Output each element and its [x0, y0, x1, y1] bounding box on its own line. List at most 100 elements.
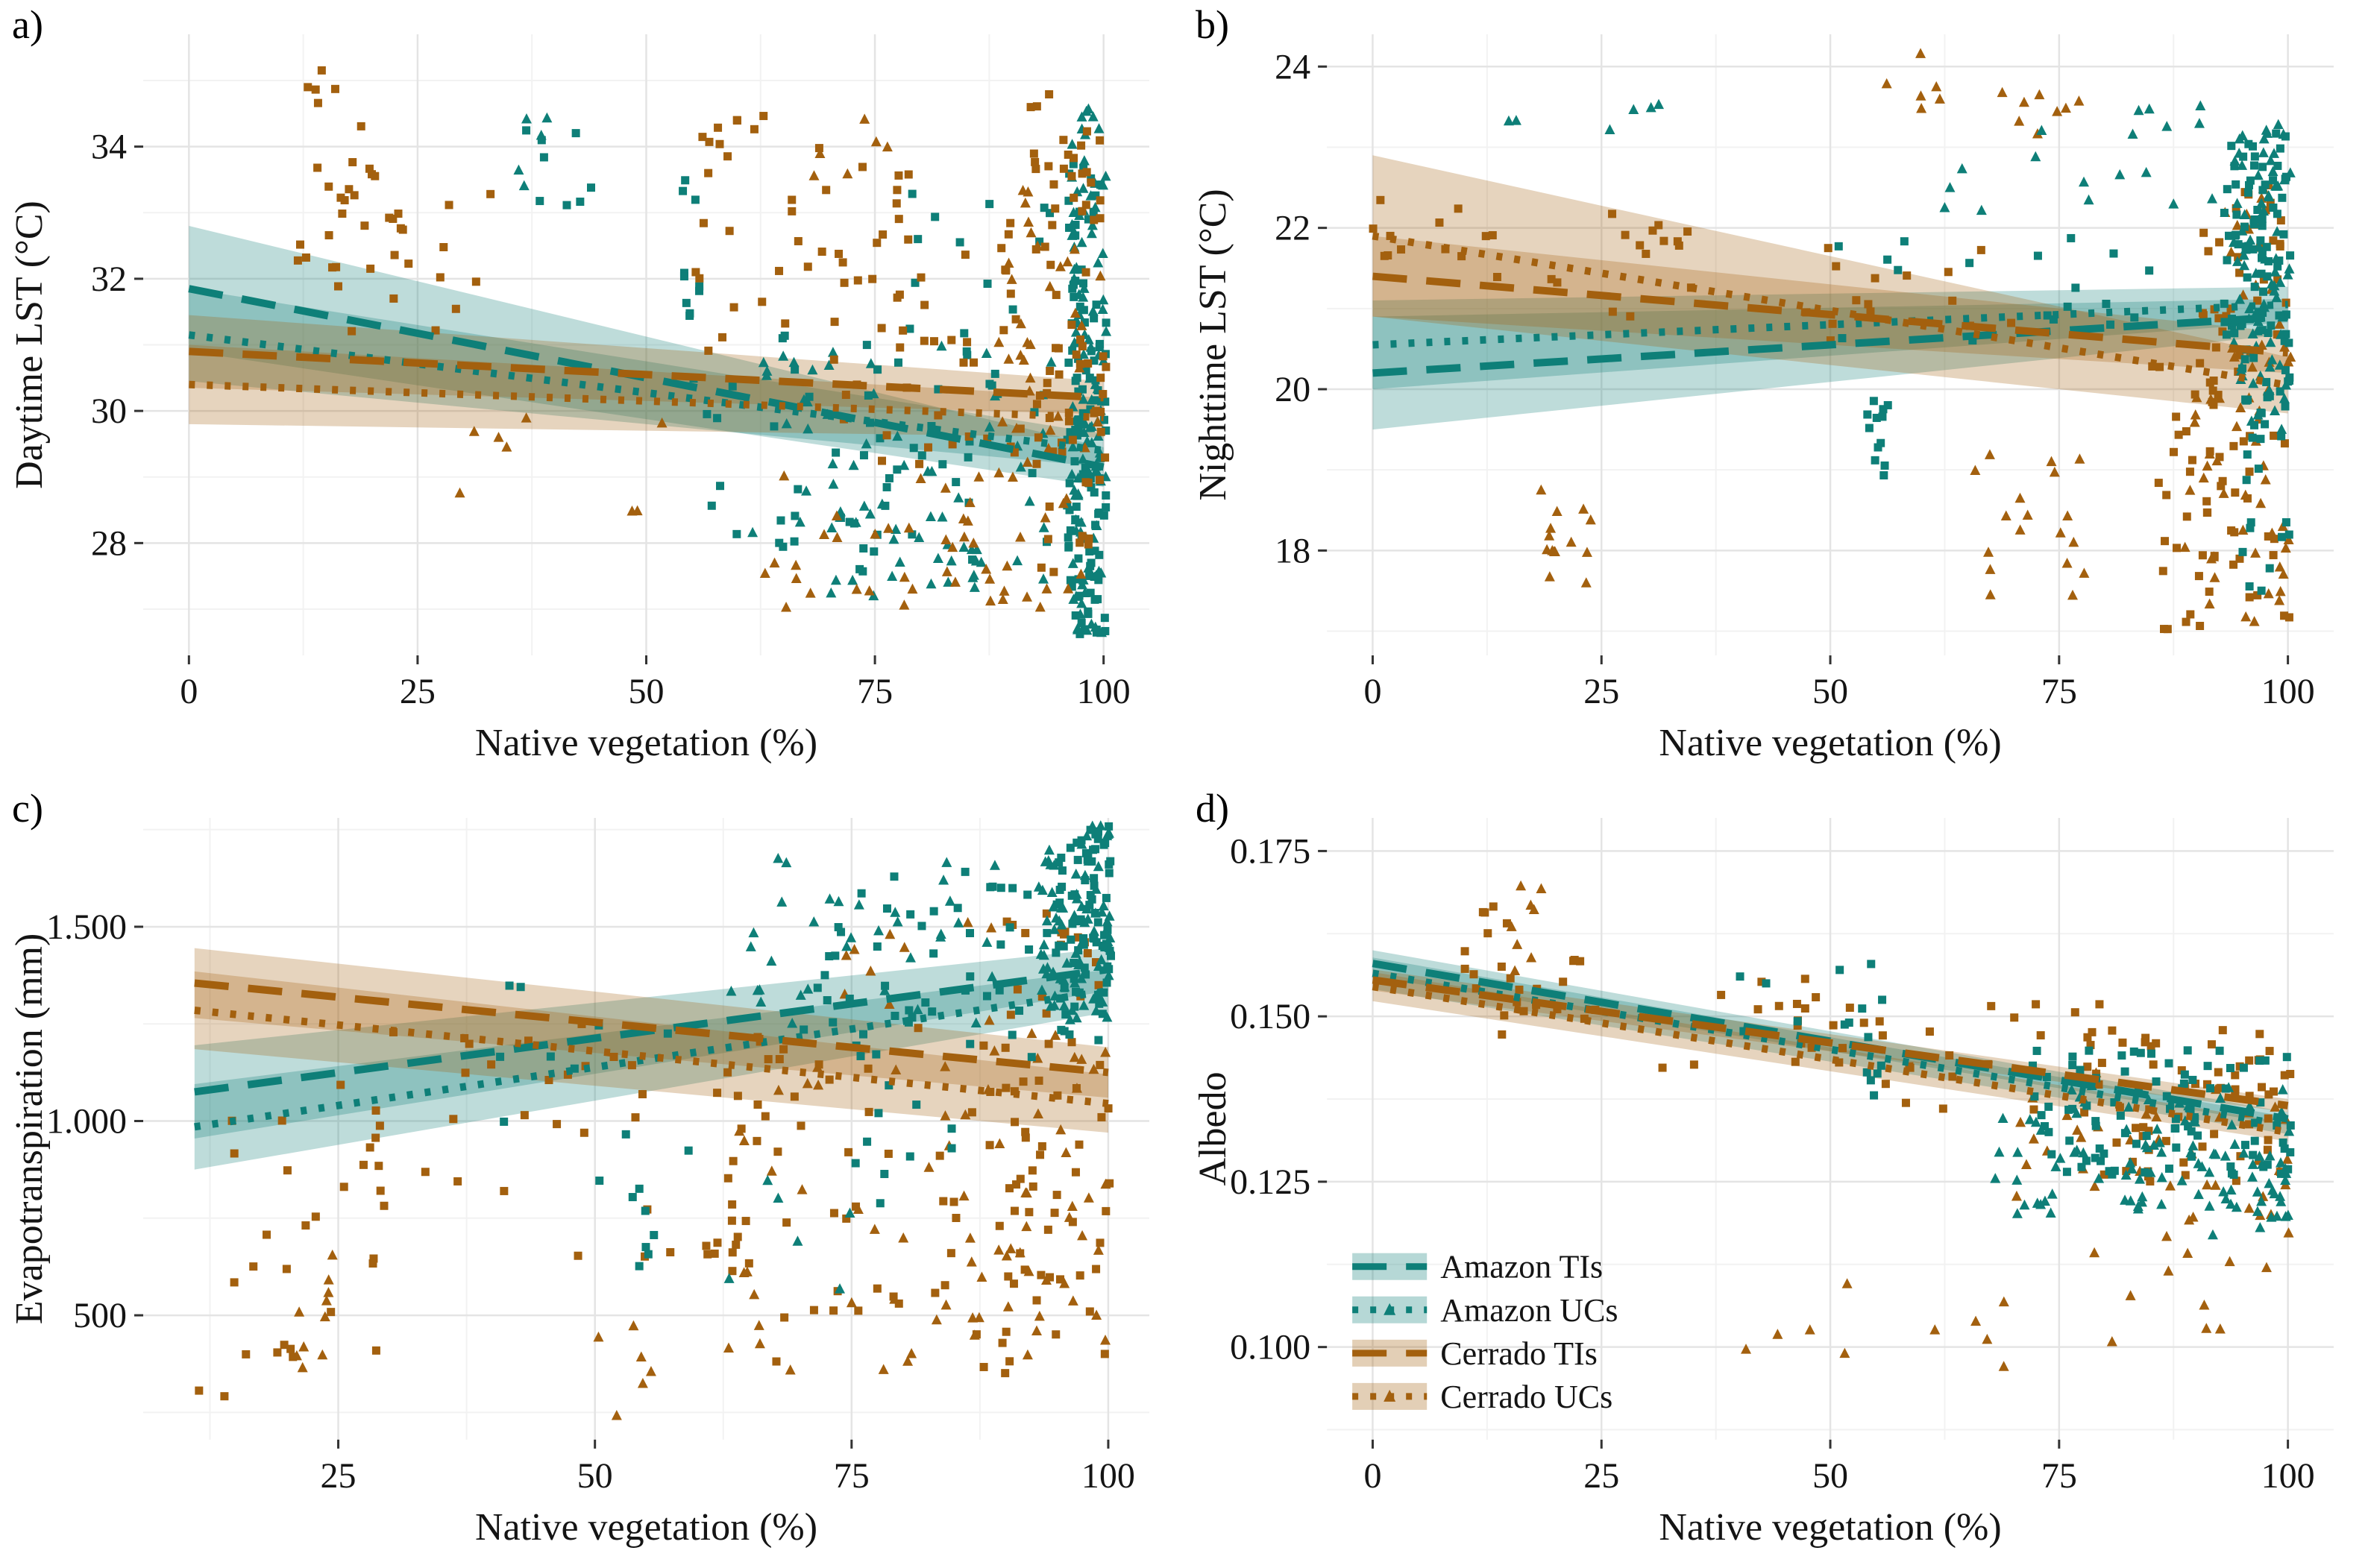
cluster-amazon_tis	[1863, 397, 1892, 480]
cluster-cerrado_ucs	[2106, 1265, 2226, 1347]
x-tick-label: 25	[321, 1456, 357, 1496]
x-axis-title: Native vegetation (%)	[475, 722, 817, 764]
cluster-amazon_ucs	[1503, 115, 1521, 126]
cluster-cerrado_ucs	[1970, 449, 2090, 600]
cluster-cerrado_ucs	[1881, 48, 1945, 113]
cluster-cerrado_tis	[195, 1386, 229, 1401]
trend-cerrado_tis	[1372, 272, 2289, 357]
cluster-cerrado_ucs	[759, 467, 1013, 612]
cluster-amazon_tis	[679, 176, 704, 320]
panel-b-chart: 18 20 22 24 0 25 50 75 100 Native vegetation (%) N…	[1192, 34, 2334, 764]
cluster-amazon_ucs	[1939, 100, 2218, 215]
panel-b: b) 18 20 22 24 0 25 50 75 100 Native vegetation (…	[1184, 0, 2368, 784]
trend-lines	[1372, 960, 2289, 1136]
cluster-cerrado_tis	[1658, 975, 1868, 1072]
panel-a-chart: 28 30 32 34 0 25 50 75 100 Native vegetation (%) D…	[8, 34, 1149, 764]
cluster-cerrado_tis	[691, 112, 913, 355]
y-tick-label: 18	[1275, 531, 1310, 570]
ribbon-cerrado_tis	[194, 948, 1108, 1098]
trend-cerrado_tis	[1372, 976, 2289, 1109]
ribbon-cerrado_tis	[1372, 236, 2288, 374]
panel-c-chart: 500 1.000 1.500 25 50 75 100 Native vegetation …	[8, 818, 1149, 1549]
cluster-amazon_tis	[1736, 960, 1887, 1036]
cluster-amazon_ucs	[1604, 98, 1665, 135]
scatter-points	[293, 66, 1112, 638]
panel-a: a) 28 30 32 34 0 25 50 75 100 Native vegetation (…	[0, 0, 1184, 784]
panel-d-letter: d)	[1196, 786, 1229, 831]
trend-amazon_ucs	[1372, 969, 2289, 1130]
legend-marker-cerrado_ucs	[1384, 1389, 1396, 1402]
x-tick-label: 75	[834, 1456, 870, 1496]
cluster-amazon_tis	[1834, 233, 2154, 345]
cluster-amazon_ucs	[723, 1174, 855, 1294]
x-tick-label: 100	[1077, 672, 1131, 711]
gridlines	[143, 818, 1149, 1440]
cluster-cerrado_ucs	[993, 185, 1106, 612]
trend-amazon_tis	[1372, 312, 2288, 377]
cluster-amazon_ucs	[513, 112, 553, 191]
legend-label-cerrado_tis: Cerrado TIs	[1440, 1335, 1598, 1372]
y-tick-label: 22	[1275, 209, 1310, 248]
cluster-cerrado_ucs	[808, 113, 893, 180]
x-axis-title: Native vegetation (%)	[1659, 1506, 2001, 1549]
x-tick-label: 25	[400, 672, 436, 711]
x-tick-label: 50	[1812, 1456, 1848, 1496]
cluster-cerrado_ucs	[958, 1027, 1111, 1360]
cluster-amazon_ucs	[2229, 119, 2296, 434]
y-tick-label: 28	[91, 523, 127, 563]
cluster-amazon_tis	[800, 867, 1061, 1062]
trend-amazon_tis	[188, 285, 1105, 471]
cluster-cerrado_ucs	[2179, 385, 2294, 626]
y-tick-label: 20	[1275, 370, 1310, 409]
y-tick-label: 0.125	[1230, 1162, 1310, 1202]
x-tick-label: 75	[2041, 672, 2077, 711]
y-tick-label: 0.100	[1230, 1328, 1310, 1367]
legend-label-amazon_tis: Amazon TIs	[1440, 1249, 1603, 1285]
legend-label-cerrado_ucs: Cerrado UCs	[1440, 1379, 1612, 1415]
cluster-amazon_ucs	[726, 852, 1000, 1028]
cluster-cerrado_ucs	[1929, 1296, 2009, 1371]
y-tick-label: 34	[91, 127, 127, 167]
cluster-amazon_tis	[2238, 402, 2293, 595]
scatter-points	[1460, 880, 2295, 1371]
x-tick-label: 50	[577, 1456, 613, 1496]
x-tick-label: 75	[2041, 1456, 2077, 1496]
x-tick-label: 0	[1363, 672, 1381, 711]
cluster-cerrado_tis	[227, 1116, 389, 1361]
x-tick-label: 0	[180, 672, 198, 711]
x-tick-label: 25	[1583, 1456, 1619, 1496]
x-axis-title: Native vegetation (%)	[475, 1506, 817, 1549]
trend-lines	[194, 966, 1109, 1131]
y-axis-title: Evapotranspiration (mm)	[8, 933, 51, 1325]
cluster-cerrado_ucs	[454, 412, 668, 516]
legend-marker-amazon_ucs	[1384, 1303, 1396, 1315]
cluster-amazon_tis	[908, 189, 1055, 338]
y-tick-label: 500	[73, 1296, 127, 1335]
cluster-cerrado_tis	[293, 66, 407, 273]
y-tick-label: 1.500	[46, 907, 127, 947]
ribbon-amazon_tis	[1372, 298, 2288, 430]
cluster-amazon_ucs	[1033, 820, 1116, 1024]
y-tick-label: 0.150	[1230, 997, 1310, 1036]
panel-a-letter: a)	[12, 2, 43, 47]
x-tick-label: 100	[2261, 1456, 2315, 1496]
cluster-amazon_tis	[1862, 1033, 1885, 1100]
cluster-cerrado_tis	[1478, 902, 1511, 938]
cluster-cerrado_tis	[1026, 89, 1111, 576]
trend-cerrado_tis	[194, 979, 1109, 1077]
axes: 0.100 0.125 0.150 0.175 0 25 50 75 100 Native veg…	[1192, 831, 2315, 1549]
legend: Amazon TIs Amazon UCs Cerrado TIs Cerrado U…	[1352, 1249, 1618, 1415]
x-tick-label: 50	[629, 672, 665, 711]
trend-lines	[188, 285, 1105, 471]
cluster-amazon_ucs	[2204, 1148, 2293, 1240]
x-tick-label: 25	[1583, 672, 1619, 711]
x-tick-label: 0	[1363, 1456, 1381, 1496]
cluster-amazon_tis	[635, 1184, 659, 1271]
trend-cerrado_ucs	[1372, 983, 2289, 1136]
panel-d-chart: 0.100 0.125 0.150 0.175 0 25 50 75 100 Native veg…	[1192, 818, 2334, 1549]
panel-d: d) 0.100 0.125 0.150 0.175 0 25 50 75 100 Native …	[1184, 784, 2368, 1568]
y-tick-label: 32	[91, 259, 127, 299]
cluster-amazon_ucs	[747, 340, 1057, 601]
ribbon-cerrado_ucs	[1372, 155, 2288, 414]
